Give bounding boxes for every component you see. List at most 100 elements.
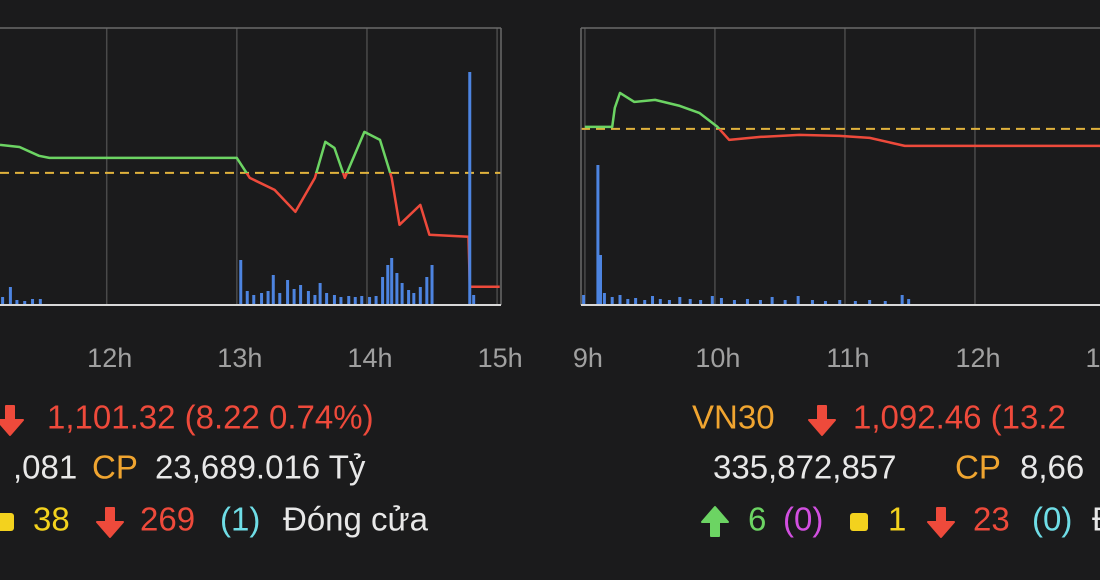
volume-bar <box>313 295 317 305</box>
yellow-square <box>850 513 868 531</box>
x-tick-label: 9h <box>573 343 603 373</box>
volume-bar <box>374 296 378 305</box>
volume-bar <box>868 300 872 305</box>
x-tick-label: 13h <box>1085 343 1100 373</box>
volume-bar <box>381 277 385 305</box>
volume-bar <box>758 300 762 305</box>
volume-bar <box>8 287 12 305</box>
volume-bar <box>618 295 622 305</box>
x-tick-label: 12h <box>955 343 1000 373</box>
x-tick-label: 11h <box>0 343 1 373</box>
quote-text: 269 <box>140 501 195 538</box>
volume-bar <box>418 287 422 305</box>
volume-bar <box>582 295 586 305</box>
quote-text: (1) <box>220 501 260 538</box>
volume-bar <box>643 300 647 305</box>
volume-bar <box>599 255 603 305</box>
volume-bar <box>252 295 256 305</box>
volume-bar <box>900 295 904 305</box>
volume-bar <box>318 283 322 305</box>
quote-text: Đ <box>1092 501 1100 538</box>
volume-bar <box>430 265 434 305</box>
volume-bar <box>678 297 682 305</box>
volume-bar <box>260 293 264 305</box>
volume-bar <box>23 301 27 305</box>
volume-bar <box>425 277 429 305</box>
volume-bar <box>710 296 714 305</box>
volume-bar <box>770 297 774 305</box>
volume-bar <box>610 297 614 305</box>
volume-bar <box>292 289 296 305</box>
quote-text: 23 <box>973 501 1010 538</box>
quote-text: CP <box>92 449 138 486</box>
volume-bar <box>38 299 42 305</box>
volume-bar <box>339 297 343 305</box>
volume-bar <box>390 258 394 305</box>
volume-bar <box>810 300 814 305</box>
volume-bar <box>688 299 692 305</box>
volume-bar <box>796 296 800 305</box>
volume-bar <box>271 275 275 305</box>
volume-bar <box>1 297 5 305</box>
quote-text: (0) <box>783 501 823 538</box>
volume-bar <box>719 298 723 305</box>
volume-bar <box>658 299 662 305</box>
volume-bar <box>853 301 857 305</box>
quote-text: (0) <box>1032 501 1072 538</box>
volume-bar <box>626 299 630 305</box>
volume-bar <box>347 296 351 305</box>
volume-bar <box>239 260 243 305</box>
volume-bar <box>602 293 606 305</box>
volume-bar <box>332 295 336 305</box>
price-line <box>584 91 1100 148</box>
x-tick-label: 10h <box>695 343 740 373</box>
quote-text: 1,092.46 (13.2 <box>853 399 1066 436</box>
price-line <box>0 130 500 288</box>
quote-text: 23,689.016 Tỷ <box>155 449 366 486</box>
volume-bar <box>266 291 270 305</box>
x-tick-label: 11h <box>826 343 869 373</box>
x-tick-label: 13h <box>217 343 262 373</box>
volume-bar <box>907 299 911 305</box>
volume-bar <box>732 300 736 305</box>
x-tick-label: 15h <box>478 343 523 373</box>
volume-bar <box>360 296 364 305</box>
quote-text: VN30 <box>692 399 775 436</box>
volume-bar <box>407 290 411 305</box>
volume-bar <box>634 298 638 305</box>
charts: 11h 12h 13h 14h 15h 9h 10h 11h 12h 13h <box>0 28 1100 373</box>
volume-bar <box>286 280 290 305</box>
volume-bar <box>400 283 404 305</box>
quote-text: 1 <box>888 501 906 538</box>
quotes: 1,101.32 (8.22 0.74%) ,081 CP 23,689.016 Tỷ… <box>13 399 1100 538</box>
volume-bar <box>745 299 749 305</box>
volume-bar <box>325 293 329 305</box>
quote-text: ,081 <box>13 449 77 486</box>
quote-text: 6 <box>748 501 766 538</box>
volume-bar <box>368 297 372 305</box>
volume-bar <box>15 300 19 305</box>
quote-text: Đóng cửa <box>283 501 429 538</box>
quote-text: 38 <box>33 501 70 538</box>
volume-bar <box>699 300 703 305</box>
volume-bar <box>278 293 282 305</box>
x-tick-label: 14h <box>347 343 392 373</box>
volume-bar <box>395 273 399 305</box>
quote-text: 8,66 <box>1020 449 1084 486</box>
volume-bar <box>783 300 787 305</box>
volume-bar <box>306 291 310 305</box>
quote-text: 1,101.32 (8.22 0.74%) <box>47 399 374 436</box>
volume-bar <box>353 297 357 305</box>
quote-text: 335,872,857 <box>713 449 897 486</box>
volume-bar <box>472 295 476 305</box>
volume-bar <box>386 265 390 305</box>
quote-text: CP <box>955 449 1001 486</box>
volume-bar <box>883 301 887 305</box>
yellow-square <box>0 513 14 531</box>
volume-bar <box>412 293 416 305</box>
x-tick-label: 12h <box>87 343 132 373</box>
volume-bar <box>245 291 249 305</box>
